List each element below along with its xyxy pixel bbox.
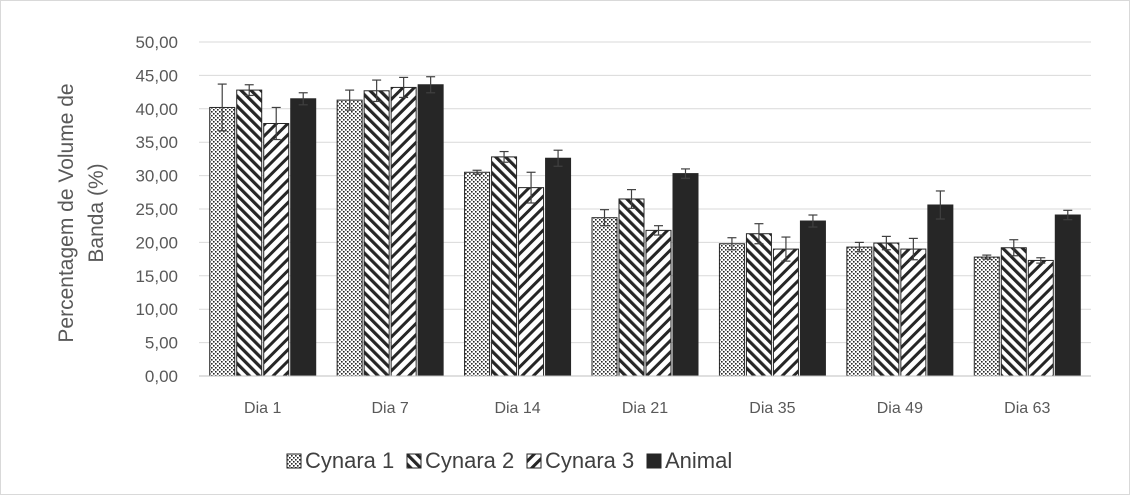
bar-animal-dia-7 <box>417 84 444 377</box>
legend-label: Cynara 2 <box>425 448 514 473</box>
bar-cynara-1-dia-35 <box>718 243 745 377</box>
error-bar <box>399 76 409 99</box>
error-bar <box>372 79 382 103</box>
error-bar <box>982 254 992 260</box>
bar-animal-dia-21 <box>672 173 699 377</box>
legend-label: Animal <box>665 448 732 473</box>
y-tick-label: 25,00 <box>135 200 178 219</box>
y-tick-label: 20,00 <box>135 233 178 252</box>
gridlines <box>199 41 1091 377</box>
bar-cynara-1-dia-14 <box>464 171 491 377</box>
bar-cynara-3-dia-63 <box>1027 259 1054 377</box>
bar-cynara-2-dia-35 <box>745 233 772 377</box>
bar-cynara-2-dia-21 <box>618 198 645 377</box>
error-bar <box>244 84 254 97</box>
y-tick-label: 45,00 <box>135 66 178 85</box>
y-tick-label: 35,00 <box>135 133 178 152</box>
y-axis-title-line: Percentagem de Volume de <box>55 83 78 342</box>
error-bar <box>298 92 308 106</box>
error-bar <box>808 214 818 228</box>
y-tick-label: 5,00 <box>145 334 178 353</box>
x-tick-label: Dia 49 <box>877 400 923 417</box>
error-bar <box>1036 257 1046 264</box>
bar-cynara-3-dia-1 <box>263 122 290 377</box>
y-axis-ticks: 0,00 5,00 10,00 15,00 20,00 25,00 30,00 35,00 40… <box>135 33 178 386</box>
x-axis: Dia 1 Dia 7 Dia 14 Dia 21 Dia 35 Dia 49 Dia 63 <box>199 375 1091 417</box>
error-bar <box>654 225 663 236</box>
x-tick-label: Dia 35 <box>749 400 795 417</box>
legend-item-cynara-3: Cynara 3 <box>526 448 634 473</box>
error-bar <box>472 169 482 175</box>
error-bar <box>1009 239 1019 257</box>
bar-animal-dia-14 <box>545 157 572 377</box>
x-tick-label: Dia 21 <box>622 400 668 417</box>
legend-swatch <box>526 453 542 469</box>
bar-cynara-1-dia-21 <box>591 217 618 377</box>
bar-animal-dia-63 <box>1054 214 1081 377</box>
bar-cynara-3-dia-21 <box>645 229 672 377</box>
bars <box>209 84 1081 377</box>
y-tick-label: 40,00 <box>135 100 178 119</box>
y-tick-label: 30,00 <box>135 167 178 186</box>
x-tick-label: Dia 7 <box>371 400 408 417</box>
error-bar <box>781 236 791 262</box>
error-bars <box>217 76 1073 264</box>
bar-animal-dia-49 <box>927 204 954 377</box>
y-tick-label: 50,00 <box>135 33 178 52</box>
bar-cynara-2-dia-14 <box>491 156 518 377</box>
legend-item-animal: Animal <box>646 448 732 473</box>
legend-label: Cynara 3 <box>545 448 634 473</box>
error-bar <box>627 189 636 209</box>
error-bar <box>526 171 536 204</box>
y-tick-label: 15,00 <box>135 267 178 286</box>
bar-cynara-1-dia-49 <box>846 246 873 377</box>
bar-animal-dia-35 <box>799 220 826 377</box>
x-tick-label: Dia 14 <box>494 400 540 417</box>
y-axis-title-line: Banda (%) <box>85 163 108 262</box>
error-bar <box>854 241 864 253</box>
error-bar <box>1063 209 1073 221</box>
bar-cynara-1-dia-7 <box>336 99 363 377</box>
error-bar <box>345 89 355 111</box>
bar-cynara-2-dia-7 <box>363 90 390 377</box>
error-bar <box>681 168 690 179</box>
bar-cynara-3-dia-7 <box>390 86 417 377</box>
legend-item-cynara-1: Cynara 1 <box>286 448 394 473</box>
bar-cynara-2-dia-1 <box>236 89 263 377</box>
error-bar <box>217 83 227 132</box>
legend-swatch <box>646 453 662 469</box>
bar-cynara-2-dia-63 <box>1000 247 1027 377</box>
error-bar <box>908 237 918 261</box>
y-axis-title: Percentagem de Volume de Banda (%) <box>55 83 108 342</box>
bar-cynara-3-dia-14 <box>518 187 545 377</box>
bar-cynara-2-dia-49 <box>873 242 900 377</box>
y-tick-label: 0,00 <box>145 367 178 386</box>
legend-item-cynara-2: Cynara 2 <box>406 448 514 473</box>
x-tick-label: Dia 63 <box>1004 400 1050 417</box>
legend-swatch <box>406 453 422 469</box>
error-bar <box>426 76 436 94</box>
error-bar <box>754 223 764 245</box>
bar-cynara-3-dia-49 <box>900 248 927 377</box>
x-tick-label: Dia 1 <box>244 400 281 417</box>
bar-cynara-3-dia-35 <box>772 248 799 377</box>
error-bar <box>553 149 563 167</box>
legend-label: Cynara 1 <box>305 448 394 473</box>
legend: Cynara 1 Cynara 2 Cynara 3 Animal <box>286 448 732 473</box>
y-tick-label: 10,00 <box>135 300 178 319</box>
error-bar <box>600 209 609 227</box>
error-bar <box>499 150 509 163</box>
bar-animal-dia-1 <box>290 98 317 377</box>
error-bar <box>271 106 281 141</box>
error-bar <box>727 237 737 251</box>
bar-cynara-1-dia-63 <box>973 256 1000 377</box>
bar-cynara-1-dia-1 <box>209 106 236 377</box>
error-bar <box>881 235 891 251</box>
legend-swatch <box>286 453 302 469</box>
error-bar <box>935 190 945 220</box>
